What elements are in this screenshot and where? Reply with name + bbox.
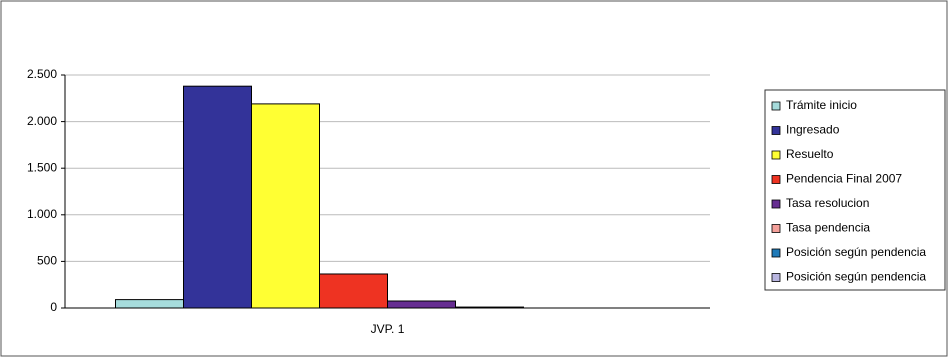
y-tick-label: 1.000 xyxy=(27,207,57,221)
y-tick-label: 500 xyxy=(37,254,57,268)
bar xyxy=(115,299,184,309)
legend-swatch xyxy=(771,175,781,184)
y-tick-label: 2.000 xyxy=(27,114,57,128)
legend-label: Tasa pendencia xyxy=(786,221,870,235)
y-tick-label: 0 xyxy=(50,300,57,314)
bar xyxy=(387,300,456,309)
legend-label: Posición según pendencia xyxy=(786,245,926,259)
legend-label: Resuelto xyxy=(786,147,834,161)
legend-swatch xyxy=(771,224,781,233)
legend-label: Trámite inicio xyxy=(786,98,857,112)
legend-swatch xyxy=(771,126,781,135)
legend-swatch xyxy=(771,199,781,209)
bar xyxy=(319,273,388,309)
legend-label: Ingresado xyxy=(786,123,840,137)
y-tick-label: 1.500 xyxy=(27,160,57,174)
bar xyxy=(251,103,320,309)
legend-swatch xyxy=(771,101,781,111)
legend-label: Posición según pendencia xyxy=(786,270,926,284)
x-tick-label: JVP. 1 xyxy=(371,322,405,336)
legend-swatch xyxy=(771,273,781,282)
legend-swatch xyxy=(771,248,781,258)
legend-label: Tasa resolucion xyxy=(786,196,869,210)
legend-box xyxy=(764,89,946,291)
legend-swatch xyxy=(771,150,781,160)
legend-label: Pendencia Final 2007 xyxy=(786,172,902,186)
bar xyxy=(183,85,252,309)
y-tick-label: 2.500 xyxy=(27,67,57,81)
